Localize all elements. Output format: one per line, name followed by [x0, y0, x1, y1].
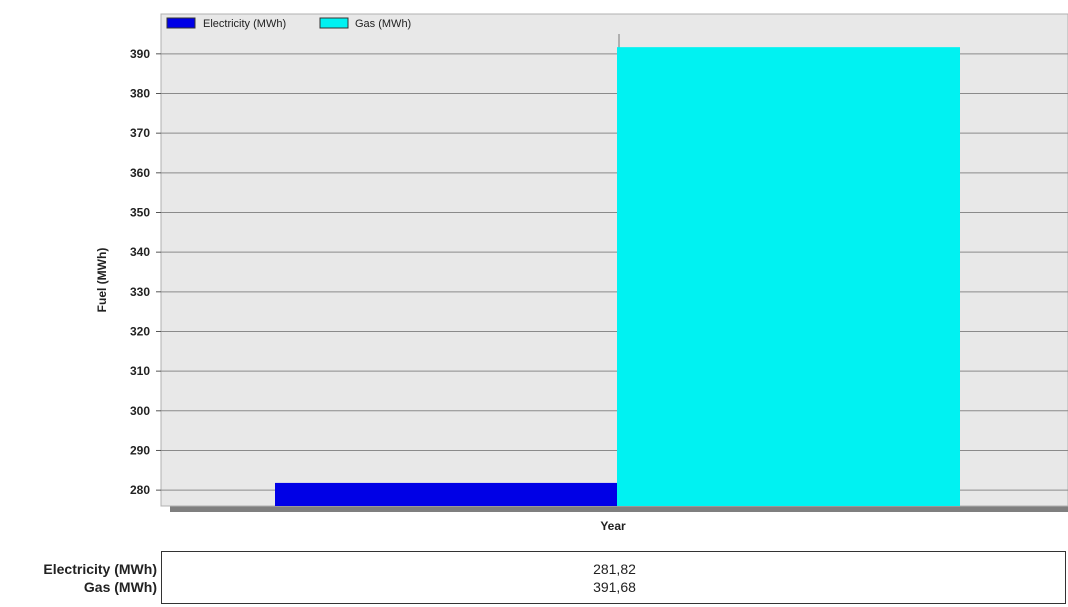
y-tick-label-290: 290 — [130, 443, 150, 457]
y-tick-label-300: 300 — [130, 404, 150, 418]
x-axis-title: Year — [600, 519, 626, 533]
y-tick-label-360: 360 — [130, 166, 150, 180]
summary-label-electricity: Electricity (MWh) — [43, 561, 157, 577]
y-axis-title: Fuel (MWh) — [95, 248, 109, 313]
y-tick-label-380: 380 — [130, 86, 150, 100]
bar-electricity — [275, 482, 617, 506]
summary-value-gas: 391,68 — [593, 579, 636, 595]
summary-table: Electricity (MWh) Gas (MWh) 281,82 391,6… — [0, 551, 1068, 607]
legend-label-electricity: Electricity (MWh) — [203, 18, 286, 30]
y-tick-label-330: 330 — [130, 285, 150, 299]
y-tick-label-340: 340 — [130, 245, 150, 259]
y-tick-label-280: 280 — [130, 483, 150, 497]
y-tick-label-370: 370 — [130, 126, 150, 140]
bars — [275, 47, 960, 507]
y-tick-label-320: 320 — [130, 324, 150, 338]
summary-value-electricity: 281,82 — [593, 561, 636, 577]
summary-label-gas: Gas (MWh) — [83, 579, 157, 595]
y-tick-label-390: 390 — [130, 47, 150, 61]
y-tick-label-350: 350 — [130, 205, 150, 219]
legend-swatch-gas — [319, 17, 349, 29]
bar-gas — [617, 47, 960, 507]
y-tick-label-310: 310 — [130, 364, 150, 378]
plot-depth-shadow — [170, 505, 1068, 512]
legend-label-gas: Gas (MWh) — [355, 18, 411, 30]
legend: Electricity (MWh) Gas (MWh) — [166, 17, 411, 30]
fuel-bar-chart: 280 290 300 310 320 330 340 350 360 370 380 390 Ele… — [95, 13, 1068, 533]
y-axis-ticks: 280 290 300 310 320 330 340 350 360 370 380 390 — [130, 47, 161, 497]
legend-swatch-electricity — [166, 17, 196, 29]
summary-values-box: 281,82 391,68 — [161, 551, 1066, 604]
